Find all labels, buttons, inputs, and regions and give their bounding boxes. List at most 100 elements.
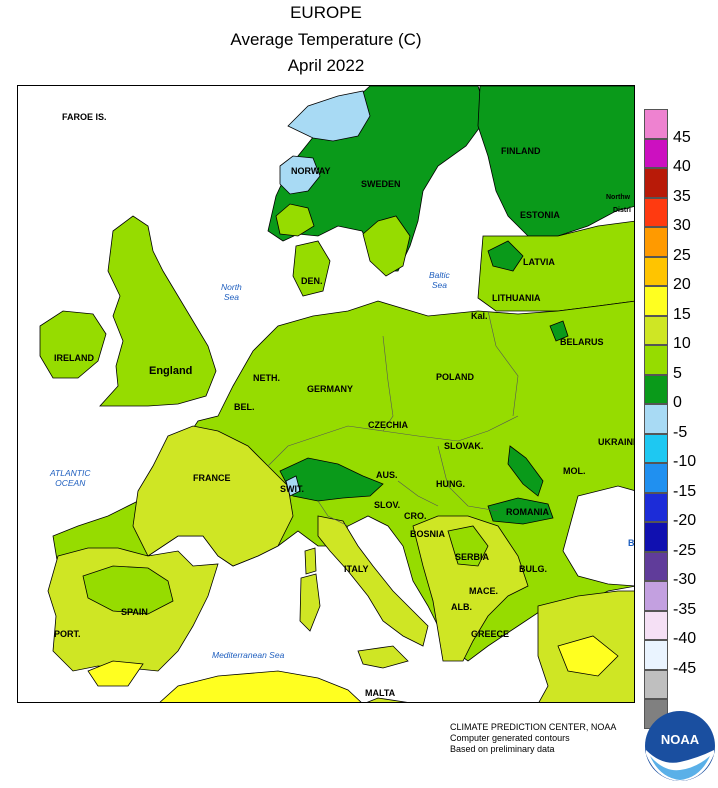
anatolia-warm [557, 635, 619, 677]
great-britain-landmass [99, 215, 217, 407]
label-neth: NETH. [253, 373, 280, 383]
label-district: Distri [613, 207, 631, 214]
legend-swatch [644, 374, 668, 404]
legend-swatch [644, 197, 668, 227]
label-baltic-sea: Baltic Sea [429, 270, 450, 290]
legend-label: 45 [673, 128, 691, 146]
label-bosnia: BOSNIA [410, 529, 446, 539]
map-graphic [39, 86, 634, 702]
legend-label: 0 [673, 394, 682, 411]
label-port: PORT. [54, 629, 81, 639]
legend-label: 25 [673, 246, 691, 264]
corsica-landmass [304, 547, 317, 575]
legend-label: -20 [673, 512, 697, 529]
label-germany: GERMANY [307, 384, 354, 394]
label-norway: NORWAY [291, 166, 331, 176]
label-mol: MOL. [563, 466, 586, 476]
legend-swatch [644, 256, 668, 286]
legend-label: 15 [673, 305, 691, 323]
label-estonia: ESTONIA [520, 210, 560, 220]
norway-south [275, 203, 315, 237]
legend-label: -30 [673, 571, 697, 588]
noaa-logo: NOAA [645, 711, 715, 781]
map-title-line1: EUROPE [290, 3, 362, 22]
label-slov: SLOV. [374, 500, 401, 510]
spain-south-warm [87, 660, 144, 687]
label-sweden: SWEDEN [361, 179, 401, 189]
color-legend [644, 109, 668, 729]
legend-swatch [644, 551, 668, 581]
label-france: FRANCE [193, 473, 231, 483]
label-b: B [628, 538, 635, 548]
sardinia-landmass [299, 573, 321, 632]
latvia-cold [487, 240, 524, 272]
label-bulg: BULG. [519, 564, 547, 574]
black-sea [562, 485, 634, 587]
label-mediterranean-sea: Mediterranean Sea [212, 650, 285, 660]
legend-label: -10 [673, 453, 697, 470]
alps-swiss-freeze [285, 475, 301, 497]
norway-cold-2 [279, 155, 321, 195]
legend-swatch [644, 433, 668, 463]
norway-cold-1 [287, 90, 371, 142]
label-atlantic-ocean: ATLANTIC OCEAN [50, 468, 91, 488]
label-poland: POLAND [436, 372, 474, 382]
denmark-landmass [292, 240, 331, 297]
label-den: DEN. [301, 276, 323, 286]
legend-label: -35 [673, 600, 697, 618]
legend-swatch [644, 138, 668, 168]
label-mace: MACE. [469, 586, 498, 596]
legend-swatch [644, 463, 668, 493]
legend-swatch [644, 581, 668, 611]
legend-swatch [644, 315, 668, 345]
balkans-cool [447, 525, 489, 567]
map-title-line3: April 2022 [287, 56, 365, 75]
label-north-sea: North Sea [221, 282, 242, 302]
legend-swatch [644, 640, 668, 670]
legend-label: 40 [673, 158, 691, 175]
label-serbia: SERBIA [455, 552, 490, 562]
france-warm-region [132, 425, 294, 567]
legend-swatch [644, 610, 668, 640]
balkans-landmass [412, 515, 529, 662]
legend-label: 20 [673, 276, 691, 293]
legend-swatch [644, 404, 668, 434]
legend-swatch [644, 492, 668, 522]
legend-label: 10 [673, 335, 691, 352]
credit-line2: Computer generated contours [450, 733, 570, 743]
noaa-logo-text: NOAA [661, 732, 700, 747]
alps-cold-region [279, 457, 384, 502]
label-greece: GREECE [471, 629, 510, 639]
label-malta: MALTA [365, 688, 396, 698]
label-england: England [149, 365, 193, 377]
map-title-line2: Average Temperature (C) [230, 30, 422, 49]
label-cro: CRO. [404, 511, 427, 521]
label-belarus: BELARUS [560, 337, 604, 347]
label-hung: HUNG. [436, 479, 465, 489]
legend-swatch [644, 345, 668, 375]
legend-label: -40 [673, 630, 697, 647]
credit-block: CLIMATE PREDICTION CENTER, NOAA Computer… [450, 722, 616, 755]
north-africa-edge [366, 697, 408, 702]
label-finland: FINLAND [501, 146, 541, 156]
label-kal: Kal. [471, 311, 488, 321]
label-romania: ROMANIA [506, 507, 549, 517]
label-ukraine: UKRAINE [598, 437, 635, 447]
legend-label: -45 [673, 659, 697, 677]
label-swit: SWIT. [280, 484, 304, 494]
belarus-cold-spot [549, 320, 569, 342]
label-ireland: IRELAND [54, 353, 94, 363]
spain-cool-region [82, 565, 174, 615]
legend-swatch [644, 109, 668, 139]
temperature-map: FAROE IS. NORWAY SWEDEN FINLAND ESTONIA … [17, 85, 635, 703]
italy-landmass [317, 515, 429, 647]
legend-label: -15 [673, 482, 697, 500]
label-spain: SPAIN [121, 607, 148, 617]
carpathian-cold-1 [507, 445, 544, 497]
country-borders [267, 310, 519, 527]
label-northwest: Northw [606, 194, 631, 201]
label-latvia: LATVIA [523, 257, 555, 267]
legend-label: -25 [673, 541, 697, 559]
credit-line3: Based on preliminary data [450, 744, 555, 754]
label-italy: ITALY [344, 564, 369, 574]
